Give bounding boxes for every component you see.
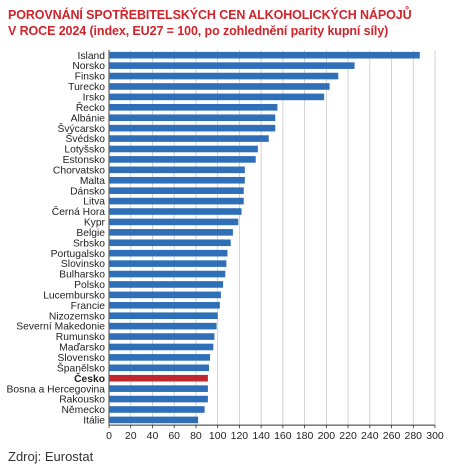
x-tick-label: 240 <box>361 430 379 442</box>
chart-title-line-2: V ROCE 2024 (index, EU27 = 100, po zohle… <box>8 24 389 38</box>
category-label: Malta <box>80 176 105 187</box>
bar <box>109 281 224 288</box>
category-label: Finsko <box>75 72 106 83</box>
bar <box>109 145 258 153</box>
category-label: Irsko <box>83 92 106 103</box>
category-label: Litva <box>83 197 105 208</box>
bar <box>109 135 269 142</box>
bar <box>109 385 208 392</box>
bar <box>109 218 239 226</box>
category-label: Portugalsko <box>51 249 106 260</box>
bar <box>109 333 215 340</box>
bar <box>109 114 276 122</box>
chart-title: POROVNÁNÍ SPOTŘEBITELSKÝCH CEN ALKOHOLIC… <box>8 7 458 39</box>
bar <box>109 406 205 413</box>
bar <box>109 395 208 403</box>
category-label: Dánsko <box>70 186 105 197</box>
bar <box>109 166 245 174</box>
bar <box>109 374 208 382</box>
bar <box>109 239 231 247</box>
x-tick-label: 140 <box>252 430 270 442</box>
category-label: Norsko <box>72 61 105 72</box>
category-label: Kypr <box>84 218 106 229</box>
x-tick-label: 280 <box>405 430 423 442</box>
x-tick-label: 160 <box>274 430 292 442</box>
category-label: Rumunsko <box>56 332 105 343</box>
category-label: Francie <box>71 301 106 312</box>
bar <box>109 416 199 424</box>
category-label: Švýcarsko <box>58 122 106 135</box>
category-label: Srbsko <box>73 238 105 249</box>
category-label: Albánie <box>71 113 106 124</box>
x-tick-label: 80 <box>190 430 202 442</box>
x-tick-label: 260 <box>383 430 401 442</box>
source-note: Zdroj: Eurostat <box>8 449 94 464</box>
category-label: Švédsko <box>66 132 106 145</box>
category-label: Turecko <box>68 82 105 93</box>
bar <box>109 260 227 267</box>
category-label: Nizozemsko <box>49 311 105 322</box>
bar <box>109 156 256 163</box>
category-label: Slovinsko <box>61 259 105 270</box>
category-label: Španělsko <box>57 361 105 374</box>
bar <box>109 51 420 59</box>
category-label: Rakousko <box>59 395 105 406</box>
x-tick-label: 100 <box>209 430 227 442</box>
x-tick-label: 200 <box>318 430 336 442</box>
bar <box>109 291 221 299</box>
category-label: Slovensko <box>57 353 105 364</box>
category-label: Estonsko <box>63 155 106 166</box>
bar <box>109 229 233 236</box>
x-tick-label: 300 <box>426 430 444 442</box>
category-label: Maďarsko <box>59 343 105 354</box>
category-label: Polsko <box>74 280 105 291</box>
bar <box>109 312 218 320</box>
x-tick-label: 60 <box>168 430 180 442</box>
bar <box>109 72 339 80</box>
bar <box>109 124 276 132</box>
bar <box>109 364 209 372</box>
bar <box>109 270 226 278</box>
category-label: Lotyšsko <box>64 145 105 156</box>
x-tick-label: 220 <box>339 430 357 442</box>
bar <box>109 197 244 205</box>
bar <box>109 176 245 184</box>
category-label: Německo <box>62 405 106 416</box>
x-tick-label: 180 <box>296 430 314 442</box>
category-label: Řecko <box>76 101 105 114</box>
category-label: Itálie <box>83 416 105 427</box>
chart-title-line-1: POROVNÁNÍ SPOTŘEBITELSKÝCH CEN ALKOHOLIC… <box>8 8 412 22</box>
bar <box>109 354 211 361</box>
bar <box>109 301 220 309</box>
bar <box>109 208 242 215</box>
bar <box>109 187 244 194</box>
category-label: Island <box>78 51 106 62</box>
bar <box>109 93 325 101</box>
bar <box>109 343 214 351</box>
category-label: Bulharsko <box>59 270 105 281</box>
x-tick-label: 40 <box>147 430 159 442</box>
x-tick-label: 0 <box>106 430 112 442</box>
bar <box>109 249 228 257</box>
x-tick-label: 120 <box>231 430 249 442</box>
category-label: Lucembursko <box>43 290 105 301</box>
category-label: Černá Hora <box>52 205 105 218</box>
category-label: Česko <box>74 372 105 385</box>
bar <box>109 104 278 111</box>
category-label: Severní Makedonie <box>16 322 105 333</box>
category-label: Belgie <box>76 228 105 239</box>
category-label: Bosna a Hercegovina <box>7 384 106 395</box>
bar <box>109 62 355 69</box>
category-label: Chorvatsko <box>53 165 105 176</box>
bar <box>109 83 330 90</box>
bar <box>109 322 217 330</box>
x-tick-label: 20 <box>125 430 137 442</box>
